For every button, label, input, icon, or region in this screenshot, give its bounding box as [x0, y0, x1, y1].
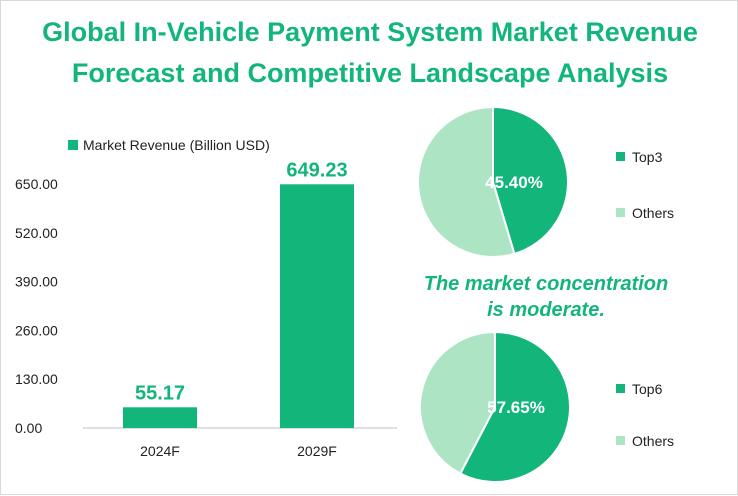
legend-label: Market Revenue (Billion USD) — [83, 137, 270, 153]
x-tick-label: 2029F — [297, 443, 337, 459]
legend-label: Others — [632, 433, 674, 449]
y-tick-label: 0.00 — [15, 420, 42, 436]
x-tick-label: 2024F — [140, 443, 180, 459]
legend-swatch — [616, 208, 625, 217]
legend-label: Top6 — [632, 381, 663, 397]
data-label-2024F: 55.17 — [135, 382, 185, 404]
note-line2: is moderate. — [487, 299, 605, 321]
y-tick-label: 650.00 — [15, 176, 58, 192]
pie-value-label: 45.40% — [485, 173, 543, 192]
chart-title-line2: Forecast and Competitive Landscape Analy… — [71, 58, 669, 88]
pie-slice-top6 — [458, 330, 571, 483]
legend-swatch — [68, 140, 78, 150]
pie-slice-top3 — [492, 105, 569, 256]
y-tick-label: 390.00 — [15, 274, 58, 290]
bar-2029F — [280, 184, 354, 428]
pie-slice-others — [417, 105, 516, 258]
bar-2024F — [123, 407, 197, 428]
legend-swatch — [616, 384, 625, 393]
legend-swatch — [616, 436, 625, 445]
pie-slice-others — [419, 330, 496, 475]
y-tick-label: 130.00 — [15, 371, 58, 387]
y-tick-label: 520.00 — [15, 225, 58, 241]
bar-chart: 0.00 130.00 260.00 390.00 520.00 650.00 Market… — [15, 137, 397, 459]
legend-label: Others — [632, 205, 674, 221]
pie-chart-top6: 57.65% Top6 Others — [419, 330, 674, 483]
pie-value-label: 57.65% — [487, 398, 545, 417]
pie-chart-top3: 45.40% Top3 Others — [417, 105, 674, 258]
legend-swatch — [616, 152, 625, 161]
chart-title-line1: Global In-Vehicle Payment System Market … — [42, 17, 698, 47]
note-line1: The market concentration — [423, 273, 669, 295]
legend-label: Top3 — [632, 149, 663, 165]
data-label-2029F: 649.23 — [286, 159, 347, 181]
y-tick-label: 260.00 — [15, 322, 58, 338]
